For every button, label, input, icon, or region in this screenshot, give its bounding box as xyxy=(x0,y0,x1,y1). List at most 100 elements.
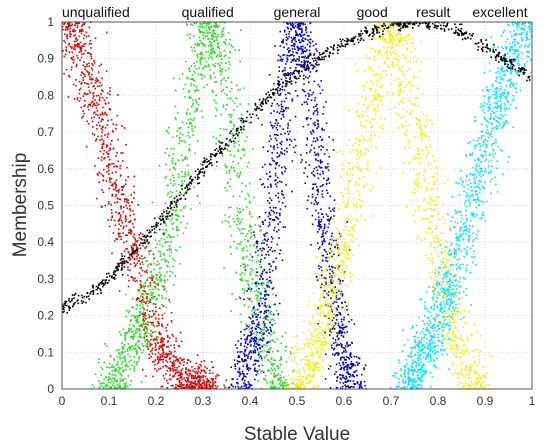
scatter-point xyxy=(413,220,416,223)
scatter-point xyxy=(188,143,191,146)
scatter-point xyxy=(433,290,436,293)
scatter-point xyxy=(144,315,147,317)
scatter-point xyxy=(148,316,150,319)
scatter-point xyxy=(294,90,297,92)
scatter-point xyxy=(87,93,89,95)
scatter-point xyxy=(141,261,144,263)
scatter-point xyxy=(346,364,349,366)
scatter-point xyxy=(241,190,243,193)
scatter-point xyxy=(108,179,111,181)
scatter-point xyxy=(336,377,338,379)
scatter-point xyxy=(276,176,279,179)
scatter-point xyxy=(315,209,317,212)
scatter-point xyxy=(344,378,347,381)
scatter-point xyxy=(295,378,297,380)
scatter-point xyxy=(341,327,343,329)
scatter-point xyxy=(193,35,195,37)
scatter-point xyxy=(137,297,140,300)
scatter-point xyxy=(295,63,298,66)
scatter-point xyxy=(316,349,319,351)
scatter-point xyxy=(129,319,132,322)
scatter-point xyxy=(202,379,205,381)
scatter-point xyxy=(127,347,129,350)
scatter-point xyxy=(311,172,313,174)
scatter-point xyxy=(144,340,146,343)
scatter-point xyxy=(277,76,280,78)
scatter-point xyxy=(298,58,300,60)
scatter-point xyxy=(315,105,317,107)
scatter-point xyxy=(75,65,78,68)
scatter-point xyxy=(243,257,245,259)
scatter-point xyxy=(188,149,191,151)
scatter-point xyxy=(151,352,154,355)
scatter-point xyxy=(180,340,183,343)
scatter-point xyxy=(216,24,218,26)
scatter-point xyxy=(96,124,98,126)
scatter-point xyxy=(285,167,287,170)
scatter-point xyxy=(116,383,118,386)
scatter-point xyxy=(251,333,253,335)
scatter-point xyxy=(65,68,68,71)
scatter-point xyxy=(66,26,69,28)
scatter-point xyxy=(326,189,328,192)
scatter-point xyxy=(162,349,164,352)
scatter-point xyxy=(172,370,174,372)
scatter-point xyxy=(149,345,152,347)
scatter-point xyxy=(88,90,91,92)
scatter-point xyxy=(379,99,382,102)
scatter-point xyxy=(300,47,303,50)
scatter-point xyxy=(162,214,165,217)
scatter-point xyxy=(302,64,305,66)
scatter-point xyxy=(163,312,166,314)
scatter-point xyxy=(326,325,328,327)
scatter-point xyxy=(105,151,108,153)
scatter-point xyxy=(340,163,343,166)
scatter-point xyxy=(186,34,189,36)
scatter-point xyxy=(253,313,256,316)
scatter-point xyxy=(349,373,351,375)
scatter-point xyxy=(114,224,117,226)
scatter-point xyxy=(135,246,138,248)
scatter-point xyxy=(216,54,219,56)
scatter-point xyxy=(135,350,138,353)
scatter-point xyxy=(409,80,412,83)
scatter-point xyxy=(295,67,297,69)
scatter-point xyxy=(325,304,328,307)
scatter-point xyxy=(266,243,268,246)
scatter-point xyxy=(154,303,157,305)
scatter-point xyxy=(135,299,138,301)
scatter-point xyxy=(108,386,111,388)
scatter-point xyxy=(329,334,331,336)
scatter-point xyxy=(328,207,331,209)
scatter-point xyxy=(420,239,423,241)
scatter-point xyxy=(336,380,338,382)
scatter-point xyxy=(363,380,366,383)
scatter-point xyxy=(281,70,284,73)
scatter-point xyxy=(100,159,103,161)
scatter-point xyxy=(296,45,299,48)
scatter-point xyxy=(301,48,304,51)
scatter-point xyxy=(266,335,269,337)
scatter-point xyxy=(163,285,165,288)
scatter-point xyxy=(319,166,321,169)
scatter-point xyxy=(154,346,157,348)
scatter-point xyxy=(77,42,80,45)
scatter-point xyxy=(330,216,332,218)
scatter-point xyxy=(320,149,322,151)
scatter-point xyxy=(254,251,257,254)
scatter-point xyxy=(126,385,129,388)
scatter-point xyxy=(108,163,110,165)
scatter-point xyxy=(217,42,219,44)
scatter-point xyxy=(337,263,339,266)
scatter-point xyxy=(109,90,111,92)
scatter-point xyxy=(127,285,130,288)
scatter-point xyxy=(455,349,458,351)
scatter-point xyxy=(339,364,342,367)
scatter-point xyxy=(353,323,356,325)
scatter-point xyxy=(230,120,232,122)
scatter-point xyxy=(156,341,159,343)
scatter-point xyxy=(148,314,151,317)
scatter-point xyxy=(263,287,265,290)
scatter-point xyxy=(290,28,293,31)
scatter-point xyxy=(404,39,406,42)
